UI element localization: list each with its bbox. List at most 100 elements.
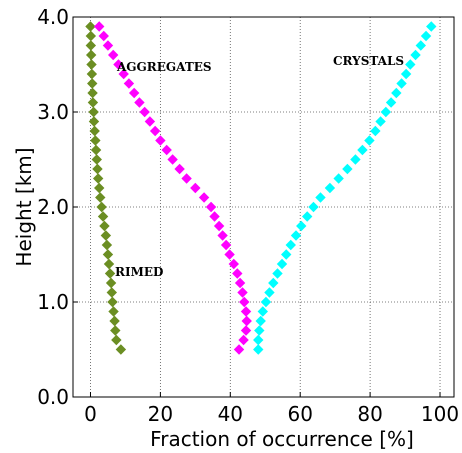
diamond-marker xyxy=(102,40,114,51)
diamond-marker xyxy=(110,325,121,336)
diamond-marker xyxy=(155,135,166,146)
diamond-marker xyxy=(238,334,249,346)
diamond-marker xyxy=(99,220,110,232)
diamond-marker xyxy=(257,306,269,317)
x-tick-label: 20 xyxy=(148,402,173,426)
diamond-marker xyxy=(324,182,336,194)
diamond-marker xyxy=(103,258,115,270)
x-tick-label: 100 xyxy=(421,402,459,426)
diamond-marker xyxy=(350,154,361,165)
diamond-marker xyxy=(426,21,437,32)
diamond-marker xyxy=(92,173,104,184)
diamond-marker xyxy=(239,296,250,308)
diamond-marker xyxy=(102,249,114,260)
diamond-marker xyxy=(181,173,192,184)
diamond-marker xyxy=(87,78,98,89)
y-tick-label: 2.0 xyxy=(37,195,69,219)
diamond-marker xyxy=(87,97,99,108)
diamond-marker xyxy=(89,125,100,137)
diamond-marker xyxy=(101,239,113,251)
diamond-marker xyxy=(364,135,375,146)
diamond-marker xyxy=(253,344,264,355)
diamond-marker xyxy=(111,334,122,346)
diamond-marker xyxy=(95,192,106,203)
diamond-marker xyxy=(333,173,344,184)
series-annotation: CRYSTALS xyxy=(333,54,404,68)
diamond-marker xyxy=(167,154,178,165)
diamond-marker xyxy=(301,211,313,222)
diamond-marker xyxy=(85,40,97,51)
diamond-marker xyxy=(241,315,252,327)
diamond-marker xyxy=(415,40,426,51)
diamond-marker xyxy=(98,30,109,42)
diamond-marker xyxy=(233,344,245,355)
diamond-marker xyxy=(107,49,119,61)
diamond-marker xyxy=(128,87,140,99)
diamond-marker xyxy=(217,230,228,241)
diamond-marker xyxy=(285,239,296,251)
diamond-marker xyxy=(115,344,127,355)
diamond-marker xyxy=(240,325,252,336)
y-tick-label: 1.0 xyxy=(37,290,69,314)
plot-frame xyxy=(72,16,455,398)
diamond-marker xyxy=(85,21,96,32)
diamond-marker xyxy=(380,106,392,118)
diamond-marker xyxy=(87,87,98,99)
diamond-marker xyxy=(290,230,302,241)
y-tick-label: 0.0 xyxy=(37,385,69,409)
diamond-marker xyxy=(370,125,381,137)
diamond-marker xyxy=(198,192,210,203)
diamond-marker xyxy=(396,78,407,89)
diamond-marker xyxy=(91,154,102,165)
diamond-marker xyxy=(139,106,150,118)
diamond-marker xyxy=(255,315,266,327)
diamond-marker xyxy=(228,258,239,270)
diamond-marker xyxy=(220,239,232,251)
diamond-marker xyxy=(253,334,264,346)
diamond-marker xyxy=(96,201,107,213)
diamond-marker xyxy=(209,211,220,222)
y-tick-label: 3.0 xyxy=(37,100,69,124)
diamond-marker xyxy=(234,277,246,289)
diamond-marker xyxy=(86,59,97,70)
diamond-marker xyxy=(174,163,185,175)
diamond-marker xyxy=(90,135,101,146)
diamond-marker xyxy=(105,277,117,289)
diamond-marker xyxy=(375,116,386,127)
diamond-marker xyxy=(108,306,119,317)
diamond-marker xyxy=(190,182,201,194)
diamond-marker xyxy=(144,116,156,127)
diamond-marker xyxy=(149,125,161,137)
diamond-marker xyxy=(205,201,217,213)
diamond-marker xyxy=(88,116,100,127)
series-annotation: AGGREGATES xyxy=(116,60,212,74)
diamond-marker xyxy=(405,59,416,70)
diamond-marker xyxy=(88,106,99,118)
diamond-marker xyxy=(94,21,105,32)
diamond-marker xyxy=(161,144,172,156)
y-tick-label: 4.0 xyxy=(37,5,69,29)
diamond-marker xyxy=(276,258,288,270)
diamond-marker xyxy=(400,68,412,80)
diamond-marker xyxy=(308,201,319,213)
diamond-marker xyxy=(85,49,97,61)
diamond-marker xyxy=(94,182,105,194)
diamond-marker xyxy=(385,97,397,108)
diamond-marker xyxy=(92,163,103,175)
diamond-marker xyxy=(232,268,243,279)
diamond-marker xyxy=(134,97,145,108)
diamond-marker xyxy=(391,87,402,99)
diamond-marker xyxy=(296,220,307,232)
diamond-marker xyxy=(260,296,272,308)
diamond-marker xyxy=(342,163,353,175)
diamond-marker xyxy=(420,30,432,42)
diamond-marker xyxy=(254,325,265,336)
diamond-marker xyxy=(213,220,225,232)
diamond-marker xyxy=(86,68,98,80)
diamond-marker xyxy=(240,306,252,317)
diamond-marker xyxy=(106,287,117,298)
y-axis-label: Height [km] xyxy=(12,147,36,266)
diamond-marker xyxy=(104,268,116,279)
diamond-marker xyxy=(113,59,124,70)
x-axis-label: Fraction of occurrence [%] xyxy=(150,427,414,451)
